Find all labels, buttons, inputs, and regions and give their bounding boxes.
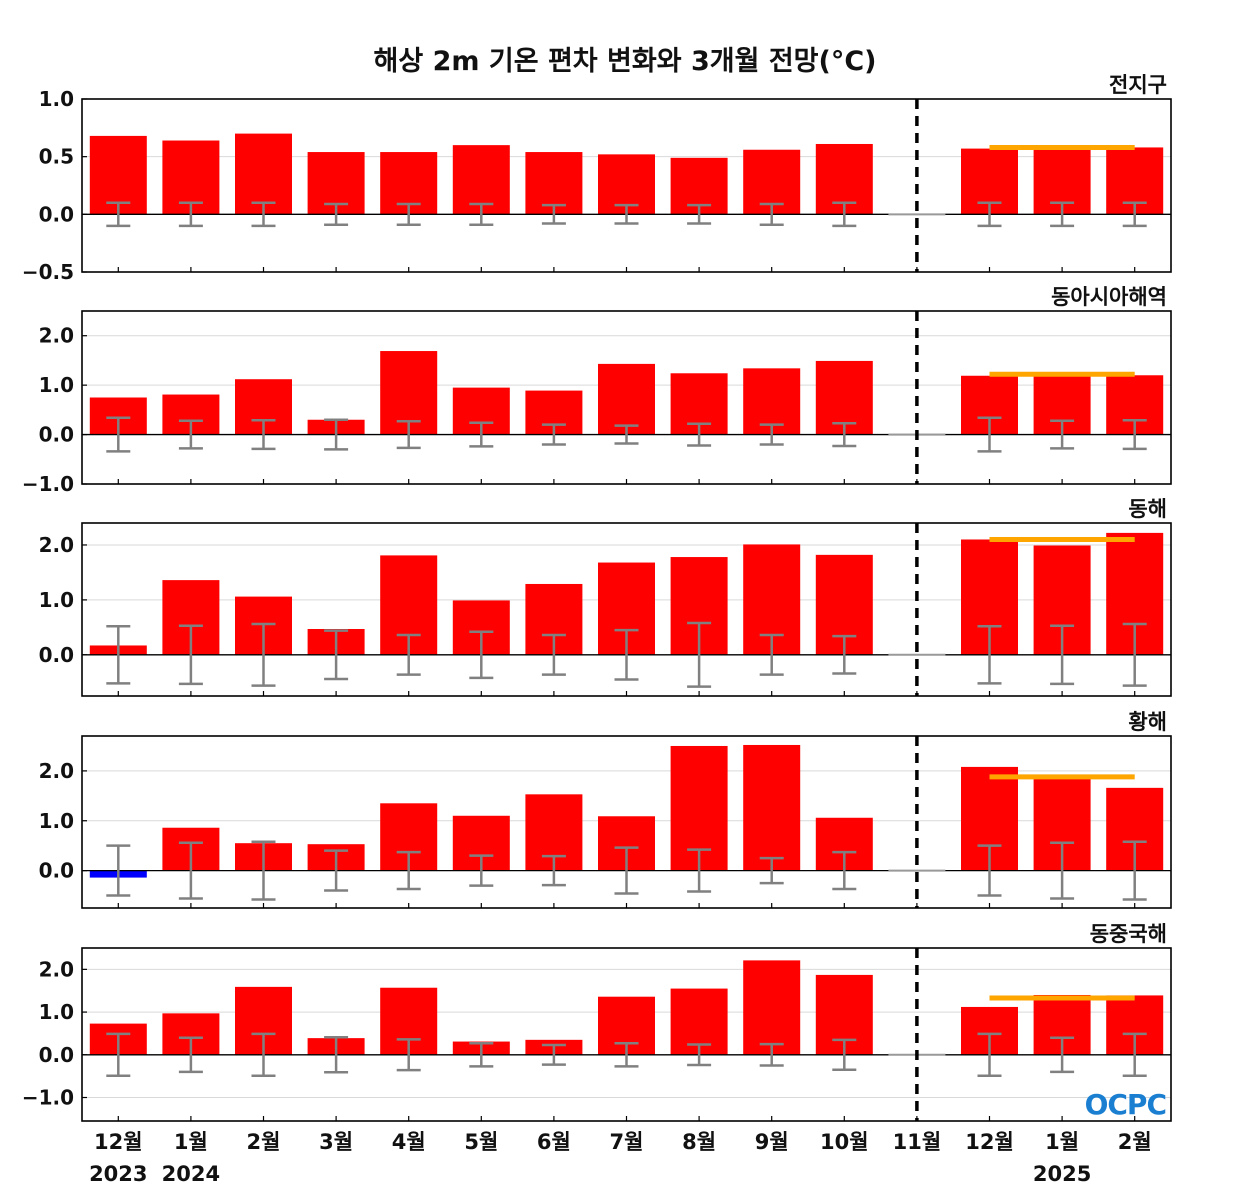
month-label-13: 1월 <box>1045 1130 1079 1154</box>
y-tick-label-1-0: −1.0 <box>22 472 74 496</box>
panel-title-4: 동중국해 <box>1090 922 1167 946</box>
panel-frame-3 <box>81 735 1172 909</box>
month-label-8: 8월 <box>682 1130 716 1154</box>
y-tick-label-3-1: 1.0 <box>39 809 74 833</box>
month-label-0: 12월 <box>94 1130 143 1154</box>
panel-title-1: 동아시아해역 <box>1051 285 1167 309</box>
month-label-14: 2월 <box>1118 1130 1152 1154</box>
chart-title: 해상 2m 기온 편차 변화와 3개월 전망(°C) <box>373 46 876 77</box>
y-tick-label-0-2: 0.5 <box>39 145 74 169</box>
month-label-3: 3월 <box>319 1130 353 1154</box>
panel-frame-0 <box>81 98 1172 273</box>
y-tick-label-3-0: 0.0 <box>39 859 74 883</box>
panel-title-3: 황해 <box>1128 710 1167 734</box>
year-label-0: 2023 <box>89 1162 147 1186</box>
year-label-1: 2024 <box>162 1162 220 1186</box>
month-label-1: 1월 <box>174 1130 208 1154</box>
month-label-7: 7월 <box>610 1130 644 1154</box>
bar-3-9 <box>743 744 801 871</box>
y-tick-label-4-2: 1.0 <box>39 1000 74 1024</box>
y-tick-label-0-3: 1.0 <box>39 87 74 111</box>
y-tick-label-1-3: 2.0 <box>39 324 74 348</box>
bar-1-7 <box>598 363 655 435</box>
y-tick-label-0-0: −0.5 <box>22 260 74 284</box>
year-label-2: 2025 <box>1033 1162 1091 1186</box>
ocpc-logo: OCPC <box>1085 1088 1166 1121</box>
panel-frame-4 <box>81 947 1172 1122</box>
y-tick-label-2-2: 2.0 <box>39 533 74 557</box>
y-tick-label-3-2: 2.0 <box>39 759 74 783</box>
bar-0-0 <box>89 135 147 215</box>
month-label-11: 11월 <box>893 1130 942 1154</box>
month-label-4: 4월 <box>392 1130 426 1154</box>
month-label-9: 9월 <box>755 1130 789 1154</box>
month-label-5: 5월 <box>464 1130 498 1154</box>
month-label-12: 12월 <box>965 1130 1014 1154</box>
y-tick-label-4-0: −1.0 <box>22 1086 74 1110</box>
bar-0-2 <box>235 133 292 215</box>
panel-title-2: 동해 <box>1128 497 1167 521</box>
panel-title-0: 전지구 <box>1109 73 1167 97</box>
y-tick-label-1-2: 1.0 <box>39 373 74 397</box>
month-label-10: 10월 <box>820 1130 869 1154</box>
month-label-2: 2월 <box>247 1130 281 1154</box>
bar-4-9 <box>743 960 801 1055</box>
y-tick-label-0-1: 0.0 <box>39 202 74 226</box>
panel-frame-1 <box>81 310 1172 485</box>
month-label-6: 6월 <box>537 1130 571 1154</box>
y-tick-label-2-1: 1.0 <box>39 588 74 612</box>
panel-frame-2 <box>81 522 1172 697</box>
y-tick-label-4-3: 2.0 <box>39 957 74 981</box>
y-tick-label-2-0: 0.0 <box>39 643 74 667</box>
y-tick-label-4-1: 0.0 <box>39 1043 74 1067</box>
y-tick-label-1-1: 0.0 <box>39 423 74 447</box>
